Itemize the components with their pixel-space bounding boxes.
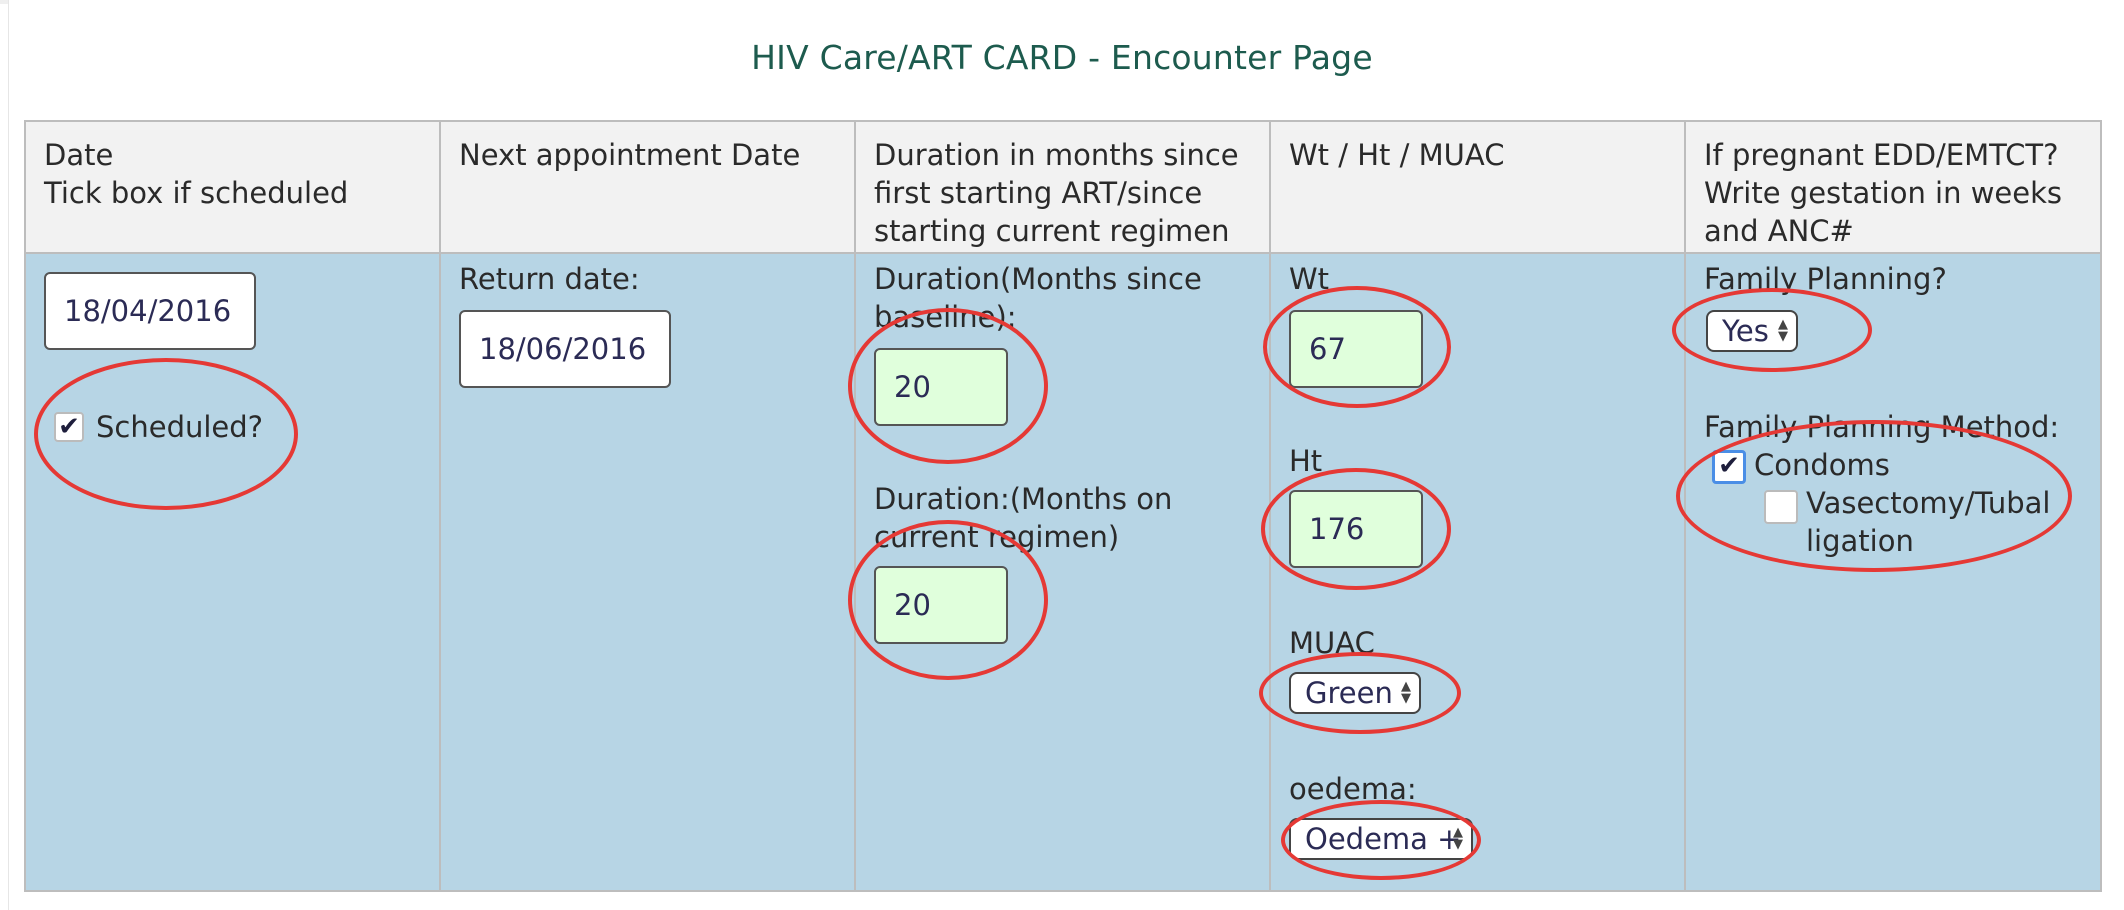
return-date-input[interactable]: 18/06/2016 (459, 310, 671, 388)
duration-baseline-label: Duration(Months since baseline): (874, 262, 1202, 334)
header-date: Date Tick box if scheduled (24, 120, 441, 254)
header-next-line1: Next appointment Date (459, 138, 801, 172)
return-date-label: Return date: (459, 262, 640, 296)
vasectomy-label: Vasectomy/Tubal ligation (1806, 486, 2051, 558)
cell-date: 18/04/2016 ✔ Scheduled? (24, 252, 441, 892)
oedema-label: oedema: (1289, 772, 1417, 806)
vasectomy-checkbox[interactable] (1764, 490, 1798, 524)
select-arrows-icon: ▲ ▼ (1453, 825, 1463, 852)
duration-regimen-label: Duration:(Months on current regimen) (874, 482, 1173, 554)
header-pregnancy: If pregnant EDD/EMTCT? Write gestation i… (1684, 120, 2102, 254)
oedema-selected-value: Oedema + (1305, 822, 1462, 856)
duration-baseline-input[interactable]: 20 (874, 348, 1008, 426)
scheduled-label: Scheduled? (96, 410, 264, 444)
scheduled-checkbox[interactable]: ✔ (54, 412, 84, 442)
select-arrows-icon: ▲ ▼ (1401, 679, 1411, 706)
date-input[interactable]: 18/04/2016 (44, 272, 256, 350)
header-row: Date Tick box if scheduled Next appointm… (24, 120, 2102, 254)
cell-measurements: Wt 67 Ht 176 MUAC Green ▲ ▼ oedema: Oedem… (1259, 252, 1686, 892)
header-duration-line2: first starting ART/since (874, 176, 1203, 210)
condoms-checkbox[interactable]: ✔ (1712, 450, 1746, 484)
muac-select[interactable]: Green ▲ ▼ (1289, 672, 1421, 714)
header-preg-line2: Write gestation in weeks (1704, 176, 2063, 210)
fp-label: Family Planning? (1704, 262, 1947, 296)
fp-select[interactable]: Yes ▲ ▼ (1706, 310, 1798, 352)
wt-input[interactable]: 67 (1289, 310, 1423, 388)
fp-method-label: Family Planning Method: (1704, 410, 2060, 444)
muac-label: MUAC (1289, 626, 1375, 660)
cell-next-appointment: Return date: 18/06/2016 (439, 252, 856, 892)
header-measure-line1: Wt / Ht / MUAC (1289, 138, 1505, 172)
oedema-select[interactable]: Oedema + ▲ ▼ (1289, 818, 1473, 860)
header-next-appointment: Next appointment Date (439, 120, 856, 254)
select-arrows-icon: ▲ ▼ (1778, 317, 1788, 344)
duration-regimen-input[interactable]: 20 (874, 566, 1008, 644)
condoms-label: Condoms (1754, 448, 1890, 482)
fp-selected-value: Yes (1722, 314, 1769, 348)
header-measurements: Wt / Ht / MUAC (1269, 120, 1686, 254)
cell-family-planning: Family Planning? Yes ▲ ▼ Family Planning … (1672, 252, 2102, 892)
header-duration: Duration in months since first starting … (854, 120, 1271, 254)
check-icon: ✔ (58, 412, 80, 442)
check-icon: ✔ (1718, 451, 1740, 481)
header-date-line1: Date (44, 138, 114, 172)
ht-input[interactable]: 176 (1289, 490, 1423, 568)
header-duration-line3: starting current regimen (874, 214, 1230, 248)
header-date-line2: Tick box if scheduled (44, 176, 349, 210)
muac-selected-value: Green (1305, 676, 1393, 710)
header-preg-line1: If pregnant EDD/EMTCT? (1704, 138, 2059, 172)
encounter-card-table: Date Tick box if scheduled Next appointm… (24, 120, 2102, 892)
page-title: HIV Care/ART CARD - Encounter Page (751, 38, 1373, 77)
ht-label: Ht (1289, 444, 1323, 478)
header-duration-line1: Duration in months since (874, 138, 1239, 172)
encounter-row: 18/04/2016 ✔ Scheduled? Return date: 18/… (24, 252, 2102, 892)
header-preg-line3: and ANC# (1704, 214, 1854, 248)
wt-label: Wt (1289, 262, 1330, 296)
cell-duration: Duration(Months since baseline): 20 Dura… (848, 252, 1271, 892)
